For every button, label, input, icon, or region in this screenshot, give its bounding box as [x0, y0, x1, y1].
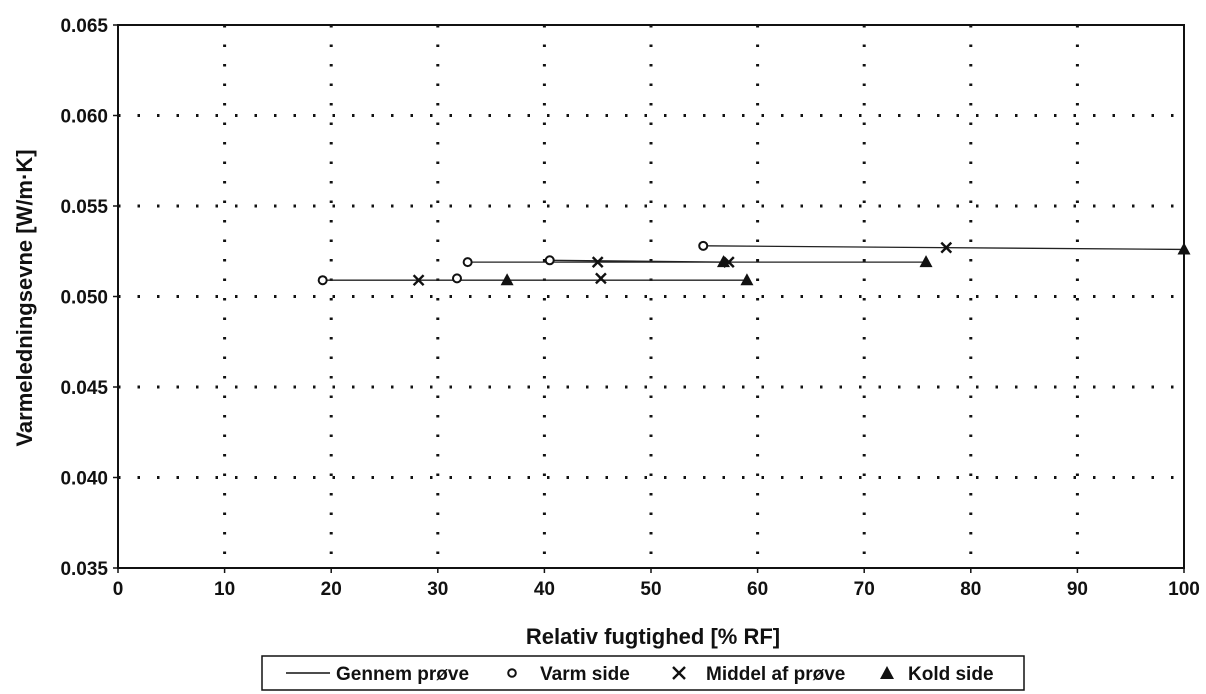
triangle-marker-4: [1177, 242, 1191, 255]
grid-lines: [118, 25, 1184, 568]
x-axis-title: Relativ fugtighed [% RF]: [526, 624, 780, 649]
x-tick-label-40: 40: [534, 579, 555, 600]
x-tick-label-30: 30: [427, 579, 448, 600]
triangle-marker-2: [716, 255, 730, 268]
legend-x-symbol: [672, 666, 686, 680]
y-tick-label-3: 0.050: [60, 288, 108, 309]
y-axis-title: Varmeledningsevne [W/m·K]: [12, 149, 37, 446]
y-tick-label-1: 0.040: [60, 469, 108, 490]
x-marker-stroke-b: [412, 274, 425, 287]
triangle-marker-1: [740, 273, 754, 286]
x-tick-label-0: 0: [113, 579, 124, 600]
y-tick-label-6: 0.065: [60, 16, 108, 37]
x-tick-label-50: 50: [640, 579, 661, 600]
y-axis-ticks: 0.035 0.040 0.045 0.050 0.055 0.060 0.065: [60, 16, 118, 580]
circle-marker-4: [698, 240, 709, 251]
x-axis-ticks: 0 10 20 30 40 50 60 70 80 90 100: [113, 568, 1200, 600]
legend-circle-symbol: [507, 668, 517, 678]
circle-marker-3: [544, 255, 555, 266]
x-marker-stroke-b: [591, 256, 604, 268]
legend-label-kold-side: Kold side: [908, 664, 994, 685]
plot-area-frame: [117, 24, 1185, 569]
x-tick-label-20: 20: [321, 579, 342, 600]
x-marker-2: [591, 256, 604, 268]
legend: Gennem prøve Varm side Middel af prøve K…: [261, 655, 1025, 691]
legend-label-varm-side: Varm side: [540, 664, 630, 685]
legend-label-middel-af-prove: Middel af prøve: [706, 664, 845, 685]
circle-marker-0: [317, 275, 328, 286]
x-tick-label-80: 80: [960, 579, 981, 600]
circle-marker-2: [462, 257, 473, 268]
line-segment-2: [549, 259, 729, 263]
series-lines: [322, 245, 1185, 281]
x-marker-stroke-b: [595, 272, 607, 285]
x-marker-stroke-b: [940, 241, 953, 254]
y-tick-label-0: 0.035: [60, 559, 108, 580]
legend-triangle-symbol: [880, 666, 894, 679]
triangle-marker-0: [500, 273, 514, 286]
x-marker-4: [940, 241, 953, 254]
y-tick-label-5: 0.060: [60, 107, 108, 128]
x-tick-label-100: 100: [1168, 579, 1200, 600]
x-tick-label-60: 60: [747, 579, 768, 600]
y-tick-label-2: 0.045: [60, 378, 108, 399]
legend-box: [261, 655, 1025, 691]
x-marker-0: [412, 274, 425, 287]
x-tick-label-70: 70: [854, 579, 875, 600]
legend-label-gennem-prove: Gennem prøve: [336, 664, 469, 685]
circle-marker-1: [451, 273, 462, 284]
series-markers: [317, 240, 1191, 287]
y-tick-label-4: 0.055: [60, 197, 108, 218]
x-tick-label-90: 90: [1067, 579, 1088, 600]
x-tick-label-10: 10: [214, 579, 235, 600]
triangle-marker-3: [919, 255, 933, 268]
line-segment-3: [703, 245, 1185, 251]
x-marker-1: [595, 272, 607, 285]
